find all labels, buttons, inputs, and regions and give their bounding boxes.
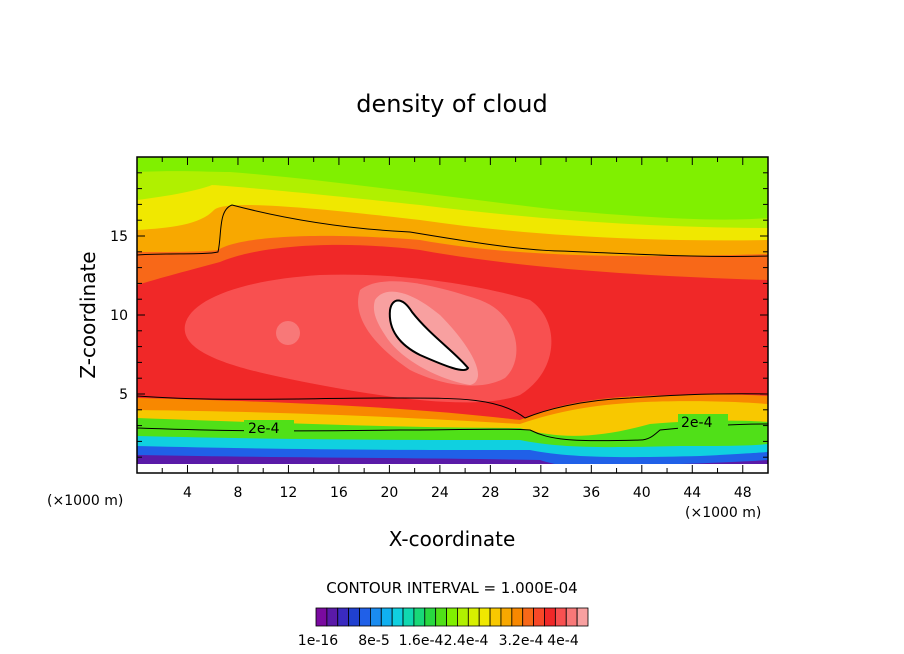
max-region [388,299,470,372]
x-tick-label: 16 [330,485,348,501]
spot-pink [276,321,300,345]
colorbar-tick-labels: 1e-16 8e-5 1.6e-4 2.4e-4 3.2e-4 4e-4 [298,633,579,649]
colorbar-swatch [457,607,469,627]
colorbar-swatch [435,607,447,627]
colorbar-tick-label: 1e-16 [298,633,338,649]
colorbar-swatch [565,607,578,627]
colorbar-tick-label: 2.4e-4 [444,633,489,649]
colorbar-swatch [446,607,458,627]
x-axis: 4 8 12 16 20 24 28 32 36 40 44 48 [161,157,769,501]
x-tick-label: 40 [633,485,651,501]
x-unit-left: (×1000 m) [47,493,123,509]
colorbar-swatch [489,607,502,627]
colorbar-swatch [348,607,360,627]
colorbar-swatch [544,607,556,627]
x-tick-label: 8 [233,485,242,501]
y-tick-label: 15 [110,229,128,245]
x-axis-label: X-coordinate [389,527,516,551]
x-tick-label: 4 [183,485,192,501]
colorbar-swatch [359,607,371,627]
y-tick-label: 5 [119,387,128,403]
contour-line-upper [137,204,768,258]
x-unit-right: (×1000 m) [685,505,761,521]
colorbar-tick-label: 4e-4 [547,633,579,649]
x-tick-label: 20 [380,485,398,501]
colorbar-swatch [554,607,567,627]
y-tick-label: 10 [110,308,128,324]
colorbar-swatch [467,607,480,627]
colorbar-swatch [315,607,328,627]
contour-line-lower [137,393,768,419]
colorbar-swatch [337,607,350,627]
x-tick-label: 32 [532,485,550,501]
colorbar-tick-label: 8e-5 [358,633,389,649]
contour-label-right: 2e-4 [681,415,713,431]
x-tick-label: 24 [431,485,449,501]
x-tick-label: 28 [481,485,499,501]
x-tick-label: 44 [683,485,701,501]
colorbar [315,607,589,627]
colorbar-swatch [522,607,534,627]
colorbar-swatch [326,607,339,627]
y-axis: 5 10 15 [110,172,768,458]
x-tick-label: 36 [582,485,600,501]
colorbar-swatch [500,607,513,627]
contour-label-left: 2e-4 [248,421,280,437]
chart-title: density of cloud [356,90,547,118]
colorbar-swatch [533,607,545,627]
colorbar-swatch [511,607,524,627]
x-tick-label: 12 [280,485,298,501]
contour-interval-text: CONTOUR INTERVAL = 1.000E-04 [326,579,577,597]
colorbar-swatch [413,607,426,627]
colorbar-swatch [478,607,491,627]
colorbar-swatch [380,607,393,627]
colorbar-swatch [391,607,404,627]
colorbar-swatch [369,607,382,627]
colorbar-swatch [576,607,589,627]
y-axis-label: Z-coordinate [76,251,100,378]
colorbar-swatch [402,607,415,627]
colorbar-tick-label: 1.6e-4 [399,633,444,649]
colorbar-tick-label: 3.2e-4 [499,633,544,649]
x-tick-label: 48 [734,485,752,501]
colorbar-swatch [424,607,437,627]
contour-field [137,157,768,473]
